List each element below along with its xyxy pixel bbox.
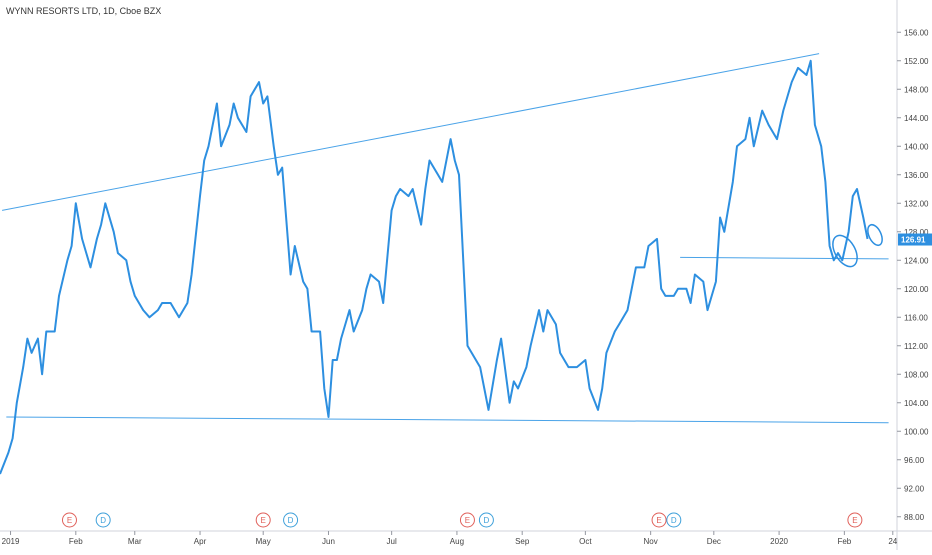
x-tick-label: Feb bbox=[69, 537, 83, 546]
trend-line[interactable] bbox=[2, 53, 820, 211]
x-tick-label: 2020 bbox=[770, 537, 788, 546]
marker-label: E bbox=[656, 516, 661, 525]
y-tick-label: 112.00 bbox=[904, 342, 928, 351]
marker-label: E bbox=[67, 516, 72, 525]
y-tick-label: 152.00 bbox=[904, 57, 929, 66]
earnings-marker[interactable]: E bbox=[61, 512, 77, 528]
trend-line[interactable] bbox=[6, 416, 889, 424]
last-price-label: 126.91 bbox=[901, 236, 926, 245]
marker-label: D bbox=[484, 516, 490, 525]
trend-line[interactable] bbox=[680, 256, 889, 260]
y-tick-label: 148.00 bbox=[904, 85, 929, 94]
highlight-ellipse bbox=[832, 234, 858, 268]
marker-circle bbox=[61, 512, 77, 528]
x-tick-label: Aug bbox=[450, 537, 464, 546]
y-tick-label: 120.00 bbox=[904, 285, 929, 294]
y-tick-label: 104.00 bbox=[904, 399, 929, 408]
last-price-tag bbox=[898, 233, 932, 246]
marker-label: E bbox=[852, 516, 857, 525]
dividend-marker[interactable]: D bbox=[283, 512, 299, 528]
x-tick-label: May bbox=[256, 537, 271, 546]
x-tick-label: Nov bbox=[644, 537, 658, 546]
price-line bbox=[0, 59, 869, 475]
y-tick-label: 128.00 bbox=[904, 228, 929, 237]
chart-title: WYNN RESORTS LTD, 1D, Cboe BZX bbox=[6, 6, 162, 16]
earnings-marker[interactable]: E bbox=[651, 512, 667, 528]
y-tick-label: 116.00 bbox=[904, 313, 928, 322]
earnings-marker[interactable]: E bbox=[459, 512, 475, 528]
x-tick-label: Jul bbox=[387, 537, 397, 546]
y-tick-label: 100.00 bbox=[904, 427, 929, 436]
marker-label: D bbox=[671, 516, 677, 525]
marker-circle bbox=[666, 512, 682, 528]
marker-label: E bbox=[261, 516, 266, 525]
marker-circle bbox=[847, 512, 863, 528]
y-tick-label: 140.00 bbox=[904, 142, 929, 151]
y-tick-label: 96.00 bbox=[904, 456, 925, 465]
x-tick-label: Feb bbox=[837, 537, 851, 546]
marker-label: D bbox=[100, 516, 106, 525]
y-tick-label: 156.00 bbox=[904, 28, 929, 37]
y-tick-label: 124.00 bbox=[904, 256, 929, 265]
x-tick-label: 2019 bbox=[2, 537, 20, 546]
x-tick-label: Dec bbox=[707, 537, 721, 546]
y-tick-label: 136.00 bbox=[904, 171, 929, 180]
dividend-marker[interactable]: D bbox=[95, 512, 111, 528]
x-tick-label: 24 bbox=[888, 537, 897, 546]
earnings-marker[interactable]: E bbox=[847, 512, 863, 528]
marker-circle bbox=[283, 512, 299, 528]
dividend-marker[interactable]: D bbox=[666, 512, 682, 528]
marker-circle bbox=[95, 512, 111, 528]
x-tick-label: Sep bbox=[515, 537, 530, 546]
y-tick-label: 144.00 bbox=[904, 114, 929, 123]
marker-circle bbox=[255, 512, 271, 528]
earnings-marker[interactable]: E bbox=[255, 512, 271, 528]
y-tick-label: 108.00 bbox=[904, 370, 929, 379]
x-tick-label: Mar bbox=[128, 537, 142, 546]
marker-label: D bbox=[288, 516, 294, 525]
marker-circle bbox=[651, 512, 667, 528]
dividend-marker[interactable]: D bbox=[478, 512, 494, 528]
y-tick-label: 88.00 bbox=[904, 513, 925, 522]
y-tick-label: 132.00 bbox=[904, 199, 929, 208]
marker-circle bbox=[459, 512, 475, 528]
marker-circle bbox=[478, 512, 494, 528]
x-tick-label: Oct bbox=[579, 537, 592, 546]
marker-label: E bbox=[465, 516, 470, 525]
highlight-ellipse bbox=[867, 223, 883, 247]
x-tick-label: Jun bbox=[322, 537, 335, 546]
y-tick-label: 92.00 bbox=[904, 484, 925, 493]
x-tick-label: Apr bbox=[194, 537, 207, 546]
